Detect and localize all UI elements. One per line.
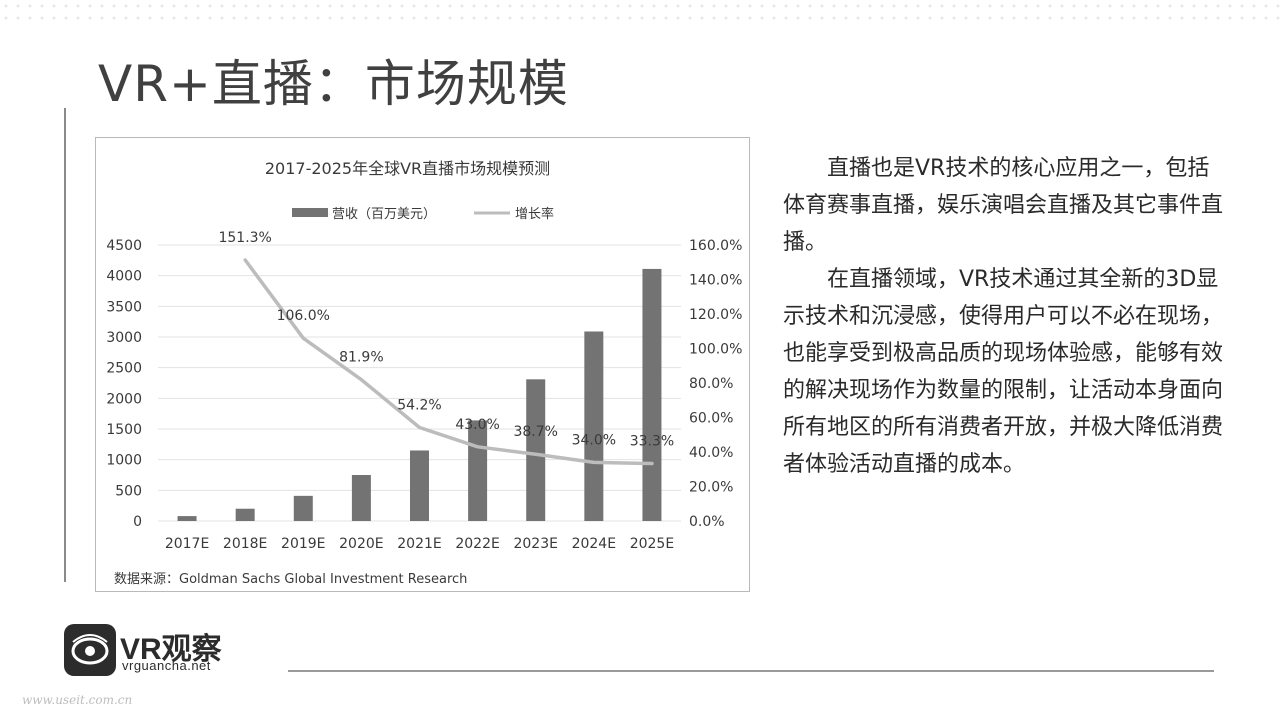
page-title: VR+直播：市场规模 [98,55,569,113]
x-tick-label: 2021E [397,536,441,552]
growth-data-label: 43.0% [455,417,499,433]
bar [584,331,604,521]
growth-data-label: 38.7% [513,424,557,440]
bar [526,379,546,521]
y-right-tick-label: 60.0% [689,411,733,427]
y-left-tick-label: 1000 [106,453,142,469]
y-right-tick-label: 160.0% [689,238,742,254]
growth-data-label: 81.9% [339,350,383,366]
legend-bar-label: 营收（百万美元） [332,207,436,222]
y-right-tick-label: 140.0% [689,273,742,289]
x-tick-label: 2022E [455,536,499,552]
bar [293,495,313,521]
growth-data-label: 34.0% [572,432,616,448]
legend-bar-swatch [292,208,328,217]
left-divider [64,108,66,582]
paragraph-2: 在直播领域，VR技术通过其全新的3D显示技术和沉浸感，使得用户可以不必在现场，也… [783,267,1224,477]
growth-data-label: 33.3% [630,434,674,450]
bottom-divider [288,670,1214,672]
growth-line [243,258,654,466]
growth-data-label: 151.3% [218,230,271,246]
bar [235,508,255,521]
logo: VR观察 vrguancha.net [64,624,254,676]
body-text: 直播也是VR技术的核心应用之一，包括体育赛事直播，娱乐演唱会直播及其它事件直播。… [783,150,1228,483]
x-tick-label: 2019E [281,536,325,552]
y-left-tick-label: 500 [115,483,142,499]
chart-source: 数据来源：Goldman Sachs Global Investment Res… [114,572,467,587]
y-right-tick-label: 100.0% [689,342,742,358]
x-tick-label: 2024E [572,536,616,552]
top-dot-pattern [0,0,1280,28]
bar [642,268,662,521]
y-right-tick-label: 120.0% [689,307,742,323]
chart-panel: 2017-2025年全球VR直播市场规模预测营收（百万美元） 增长率 0 500 100… [95,137,750,592]
growth-data-label: 54.2% [397,398,441,414]
y-left-tick-label: 3500 [106,299,142,315]
y-left-tick-label: 1500 [106,422,142,438]
x-tick-label: 2018E [223,536,267,552]
y-left-tick-label: 2500 [106,361,142,377]
x-tick-label: 2020E [339,536,383,552]
growth-data-label: 106.0% [277,308,330,324]
x-tick-label: 2017E [165,536,209,552]
bar [177,516,197,521]
y-left-tick-label: 4500 [106,238,142,254]
legend-line-label: 增长率 [515,206,554,222]
bar [410,450,429,521]
watermark: www.useit.com.cn [22,693,133,707]
y-left-tick-label: 4000 [106,269,142,285]
y-left-tick-label: 3000 [106,330,142,346]
y-right-tick-label: 20.0% [689,480,733,496]
y-right-tick-label: 80.0% [689,376,733,392]
chart-title: 2017-2025年全球VR直播市场规模预测 [265,159,550,178]
vr-eye-icon [64,624,116,676]
paragraph-1: 直播也是VR技术的核心应用之一，包括体育赛事直播，娱乐演唱会直播及其它事件直播。 [783,156,1224,255]
x-tick-label: 2025E [630,536,674,552]
y-right-tick-label: 40.0% [689,445,733,461]
bar [468,420,488,521]
logo-url: vrguancha.net [122,658,211,673]
y-right-tick-label: 0.0% [689,514,725,530]
y-left-tick-label: 2000 [106,391,142,407]
bar [351,475,371,521]
y-left-tick-label: 0 [133,514,142,530]
logo-title: VR观察 [120,633,222,666]
x-tick-label: 2023E [513,536,557,552]
